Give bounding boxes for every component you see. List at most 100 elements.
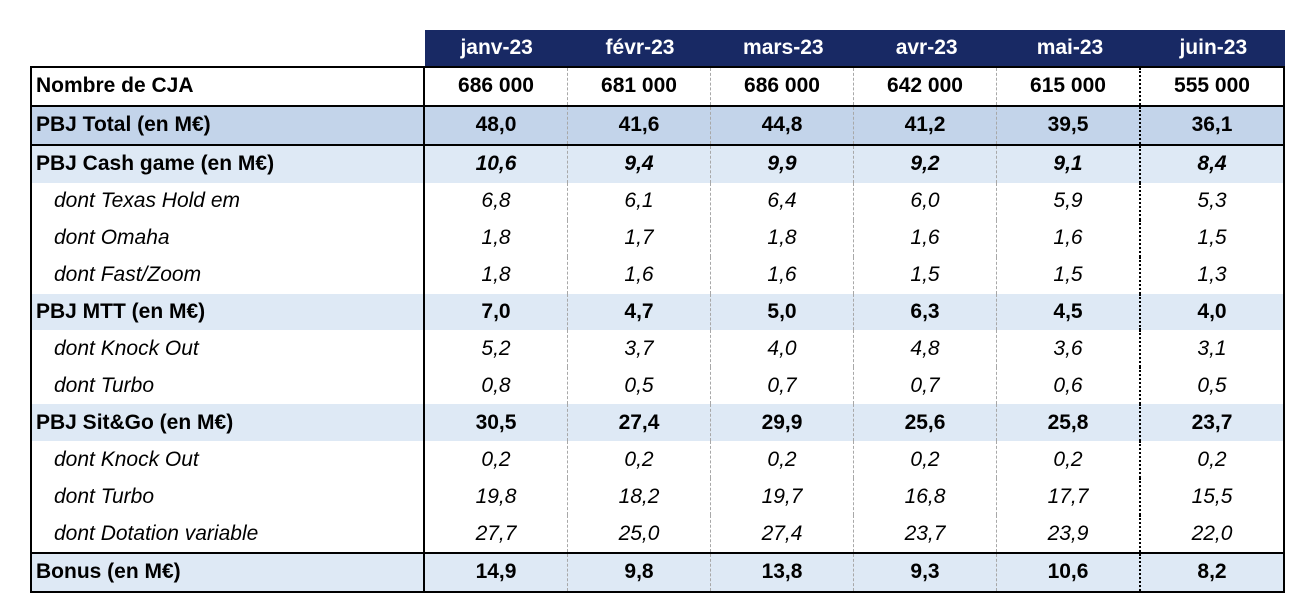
row-label: dont Knock Out — [32, 441, 425, 479]
value-cell: 29,9 — [710, 404, 853, 442]
value-cell: 0,2 — [567, 441, 710, 479]
value-cell: 3,7 — [567, 330, 710, 368]
value-cell: 27,4 — [567, 404, 710, 442]
value-cell: 3,1 — [1139, 330, 1283, 368]
value-cell: 1,8 — [481, 263, 511, 287]
value-cell: 23,9 — [996, 515, 1139, 552]
value-cell: 4,5 — [996, 293, 1139, 331]
value-cell: 9,8 — [567, 553, 710, 591]
value-cell: 0,2 — [853, 441, 996, 479]
row-label: Nombre de CJA — [32, 68, 425, 105]
value-cell: 555 000 — [1139, 68, 1283, 105]
value-cell: 0,2 — [710, 441, 853, 479]
row-label: dont Omaha — [32, 219, 425, 257]
row-label: dont Fast/Zoom — [32, 256, 425, 294]
value-cell: 25,8 — [996, 404, 1139, 442]
table-row-mtt-dont-turbo: dont Turbo 0,8 0,5 0,7 0,7 0,6 0,5 — [32, 367, 1283, 405]
value-cell: 5,3 — [1139, 182, 1283, 220]
table-row-pbj-mtt: PBJ MTT (en M€) 7,0 4,7 5,0 6,3 4,5 4,0 — [32, 293, 1283, 331]
value-cell: 9,3 — [853, 553, 996, 591]
value-cell: 14,9 — [475, 560, 517, 584]
value-cell: 9,4 — [567, 145, 710, 183]
value-cell: 0,8 — [481, 373, 511, 397]
value-cell: 1,8 — [710, 219, 853, 257]
value-cell: 10,6 — [996, 553, 1139, 591]
value-cell: 6,8 — [481, 189, 511, 213]
value-cell: 5,2 — [481, 336, 511, 360]
value-cell: 27,7 — [475, 521, 517, 545]
value-cell: 0,5 — [1139, 367, 1283, 405]
value-cell: 15,5 — [1139, 478, 1283, 516]
value-cell: 0,6 — [996, 367, 1139, 405]
value-cell: 0,7 — [853, 367, 996, 405]
value-cell: 681 000 — [567, 68, 710, 105]
column-header-mai: mai-23 — [1036, 36, 1104, 59]
value-cell: 6,3 — [853, 293, 996, 331]
data-table: Nombre de CJA 686 000 681 000 686 000 64… — [30, 66, 1285, 593]
table-row-dont-dotation-variable: dont Dotation variable 27,7 25,0 27,4 23… — [32, 515, 1283, 552]
row-label: dont Knock Out — [32, 330, 425, 368]
value-cell: 1,3 — [1139, 256, 1283, 294]
value-cell: 6,1 — [567, 182, 710, 220]
value-cell: 25,6 — [853, 404, 996, 442]
value-cell: 1,6 — [996, 219, 1139, 257]
value-cell: 10,6 — [475, 152, 517, 176]
value-cell: 0,2 — [996, 441, 1139, 479]
value-cell: 4,8 — [853, 330, 996, 368]
value-cell: 44,8 — [710, 106, 853, 144]
value-cell: 1,5 — [996, 256, 1139, 294]
row-label: dont Turbo — [32, 367, 425, 405]
value-cell: 36,1 — [1139, 106, 1283, 144]
value-cell: 3,6 — [996, 330, 1139, 368]
value-cell: 1,6 — [853, 219, 996, 257]
value-cell: 642 000 — [853, 68, 996, 105]
table-row-mtt-dont-knock-out: dont Knock Out 5,2 3,7 4,0 4,8 3,6 3,1 — [32, 330, 1283, 368]
row-label: dont Dotation variable — [32, 515, 425, 552]
value-cell: 6,4 — [710, 182, 853, 220]
column-header-juin: juin-23 — [1179, 36, 1248, 59]
value-cell: 5,0 — [710, 293, 853, 331]
row-label: PBJ MTT (en M€) — [32, 293, 425, 331]
value-cell: 9,1 — [996, 145, 1139, 183]
table-row-nombre-cja: Nombre de CJA 686 000 681 000 686 000 64… — [32, 68, 1283, 107]
column-header-avr: avr-23 — [895, 36, 958, 59]
value-cell: 0,5 — [567, 367, 710, 405]
value-cell: 1,6 — [567, 256, 710, 294]
value-cell: 7,0 — [481, 299, 511, 323]
table-row-pbj-cash-game: PBJ Cash game (en M€) 10,6 9,4 9,9 9,2 9… — [32, 145, 1283, 183]
value-cell: 18,2 — [567, 478, 710, 516]
value-cell: 1,5 — [853, 256, 996, 294]
table-row-sng-dont-knock-out: dont Knock Out 0,2 0,2 0,2 0,2 0,2 0,2 — [32, 441, 1283, 479]
value-cell: 27,4 — [710, 515, 853, 552]
value-cell: 1,7 — [567, 219, 710, 257]
table-row-pbj-total: PBJ Total (en M€) 48,0 41,6 44,8 41,2 39… — [32, 106, 1283, 146]
value-cell: 22,0 — [1139, 515, 1283, 552]
row-label: PBJ Cash game (en M€) — [32, 145, 425, 183]
value-cell: 25,0 — [567, 515, 710, 552]
value-cell: 9,2 — [853, 145, 996, 183]
value-cell: 6,0 — [853, 182, 996, 220]
value-cell: 23,7 — [853, 515, 996, 552]
value-cell: 41,6 — [567, 106, 710, 144]
value-cell: 686 000 — [710, 68, 853, 105]
value-cell: 23,7 — [1139, 404, 1283, 442]
row-label: Bonus (en M€) — [32, 553, 425, 591]
table-row-bonus: Bonus (en M€) 14,9 9,8 13,8 9,3 10,6 8,2 — [32, 551, 1283, 591]
table-row-sng-dont-turbo: dont Turbo 19,8 18,2 19,7 16,8 17,7 15,5 — [32, 478, 1283, 516]
value-cell: 4,0 — [710, 330, 853, 368]
table-row-dont-texas-hold-em: dont Texas Hold em 6,8 6,1 6,4 6,0 5,9 5… — [32, 182, 1283, 220]
column-header-janv: janv-23 — [460, 36, 533, 59]
value-cell: 41,2 — [853, 106, 996, 144]
value-cell: 8,4 — [1139, 145, 1283, 183]
value-cell: 13,8 — [710, 553, 853, 591]
value-cell: 39,5 — [996, 106, 1139, 144]
row-label: dont Turbo — [32, 478, 425, 516]
column-header-mars: mars-23 — [743, 36, 824, 59]
row-label: PBJ Total (en M€) — [32, 106, 425, 144]
value-cell: 1,6 — [710, 256, 853, 294]
column-header-fevr: févr-23 — [605, 36, 675, 59]
value-cell: 686 000 — [458, 74, 534, 98]
row-label: PBJ Sit&Go (en M€) — [32, 404, 425, 442]
value-cell: 48,0 — [475, 113, 517, 137]
